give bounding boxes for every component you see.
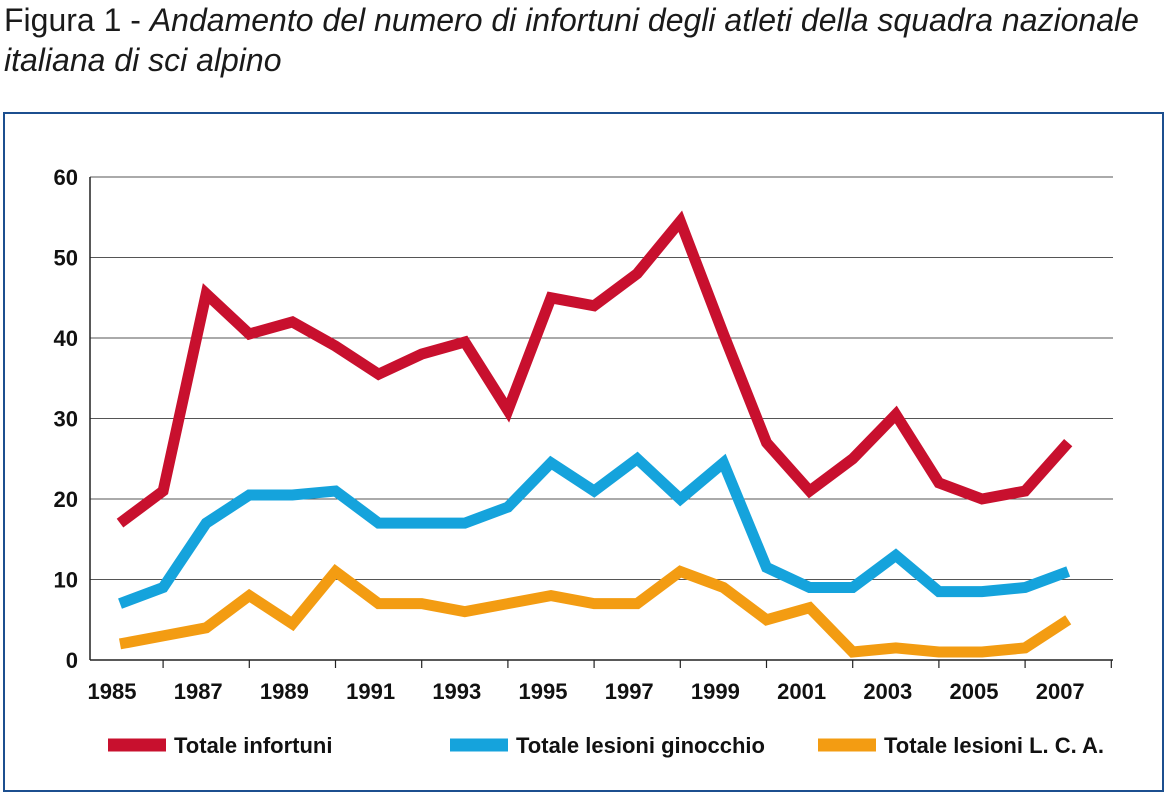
gridlines — [90, 176, 1113, 580]
y-tick-labels: 0 10 20 30 40 50 60 — [54, 165, 78, 673]
y-tick-label: 10 — [54, 568, 78, 593]
x-tick-label: 1995 — [519, 679, 568, 704]
x-tick-label: 2007 — [1036, 679, 1085, 704]
y-tick-label: 0 — [66, 648, 78, 673]
y-tick-label: 50 — [54, 246, 78, 271]
figure-title: Andamento del numero di infortuni degli … — [4, 2, 1139, 78]
series-line-1 — [118, 451, 1071, 609]
y-tick-label: 40 — [54, 326, 78, 351]
legend-label-2: Totale lesioni L. C. A. — [884, 733, 1104, 758]
x-tick-label: 2003 — [863, 679, 912, 704]
x-tick-labels: 1985 1987 1989 1991 1993 1995 1997 1999 2001 2003… — [88, 679, 1085, 704]
legend-label-0: Totale infortuni — [174, 733, 332, 758]
x-tick-label: 1997 — [605, 679, 654, 704]
y-tick-label: 60 — [54, 165, 78, 190]
y-tick-label: 20 — [54, 487, 78, 512]
axes — [89, 177, 1113, 668]
series-line-2 — [118, 563, 1072, 658]
series-line-0 — [116, 210, 1073, 528]
x-tick-label: 2005 — [950, 679, 999, 704]
x-tick-label: 1989 — [260, 679, 309, 704]
x-tick-label: 1999 — [691, 679, 740, 704]
x-tick-label: 1993 — [432, 679, 481, 704]
y-tick-label: 30 — [54, 407, 78, 432]
chart-frame — [3, 112, 1164, 792]
figure-caption: Figura 1 - Andamento del numero di infor… — [4, 0, 1164, 80]
x-tick-label: 2001 — [777, 679, 826, 704]
series-lines — [116, 210, 1073, 658]
x-tick-label: 1991 — [346, 679, 395, 704]
legend-label-1: Totale lesioni ginocchio — [516, 733, 765, 758]
x-tick-label: 1985 — [88, 679, 137, 704]
x-tick-label: 1987 — [174, 679, 223, 704]
legend: Totale infortuni Totale lesioni ginocchio… — [108, 733, 1104, 758]
figure-label: Figura 1 - — [4, 2, 150, 38]
